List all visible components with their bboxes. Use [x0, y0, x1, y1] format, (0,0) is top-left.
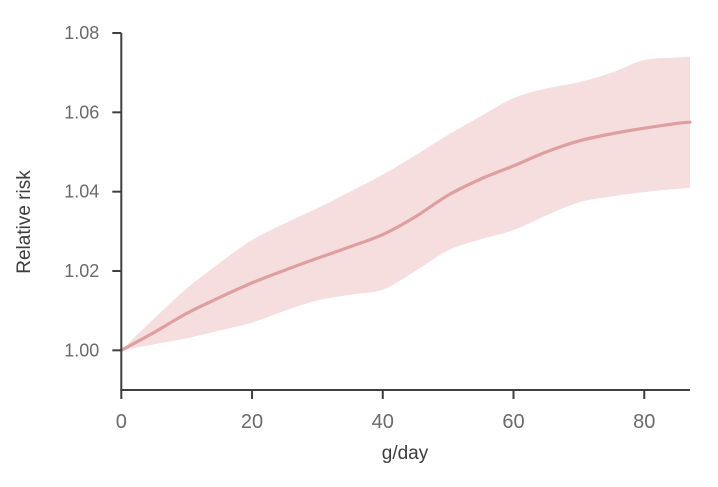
y-axis-title: Relative risk: [14, 170, 35, 274]
confidence-band: [121, 56, 691, 351]
risk-curve: [119, 120, 692, 352]
y-tick-label: 1.00: [64, 340, 99, 360]
tick-label-layer: 1.00 1.02 1.04 1.06 1.08 0 20 40 60 80: [64, 23, 655, 433]
band-layer: [121, 56, 691, 351]
x-tick-label: 80: [633, 411, 655, 433]
line-layer: [119, 120, 692, 352]
x-tick-label: 20: [241, 411, 263, 433]
x-tick-label: 60: [502, 411, 524, 433]
x-axis-title: g/day: [382, 443, 429, 464]
y-tick-label: 1.04: [64, 182, 99, 202]
axis-layer: [120, 33, 690, 391]
x-tick-label: 0: [116, 411, 127, 433]
x-tick-label: 40: [372, 411, 394, 433]
y-tick-label: 1.02: [64, 261, 99, 281]
y-tick-label: 1.08: [64, 23, 99, 43]
tick-layer: [112, 32, 646, 399]
y-tick-label: 1.06: [64, 102, 99, 122]
